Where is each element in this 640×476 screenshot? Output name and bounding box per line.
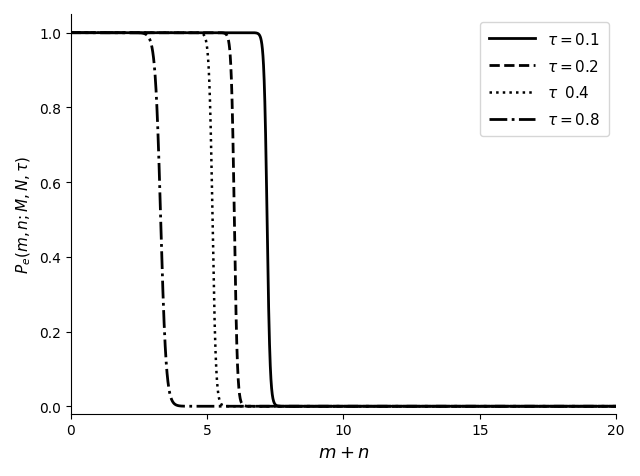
$\tau = 0.8$ (67, 31, 74, 37)
Line: $\tau = 0.2$: $\tau = 0.2$ (70, 34, 616, 407)
$\tau = 0.1$ (275, 403, 283, 409)
$\tau = 0.2$ (612, 404, 620, 409)
$\tau \;\; 0.4$ (515, 404, 523, 409)
$\tau = 0.1$ (612, 404, 620, 409)
Line: $\tau = 0.8$: $\tau = 0.8$ (70, 34, 616, 407)
$\tau = 0.8$ (275, 404, 283, 409)
Line: $\tau = 0.1$: $\tau = 0.1$ (70, 34, 616, 407)
$\tau \;\; 0.4$ (275, 404, 283, 409)
$\tau = 0.1$ (422, 404, 429, 409)
$\tau = 0.2$ (275, 404, 283, 409)
$\tau = 0.2$ (422, 404, 429, 409)
$\tau = 0.2$ (394, 404, 402, 409)
Line: $\tau \;\; 0.4$: $\tau \;\; 0.4$ (70, 34, 616, 407)
X-axis label: $m + n$: $m + n$ (317, 443, 369, 461)
$\tau \;\; 0.4$ (166, 31, 173, 37)
$\tau = 0.8$ (612, 404, 620, 409)
$\tau \;\; 0.4$ (67, 31, 74, 37)
$\tau \;\; 0.4$ (394, 404, 402, 409)
$\tau = 0.8$ (166, 391, 173, 397)
$\tau = 0.2$ (474, 404, 481, 409)
$\tau \;\; 0.4$ (612, 404, 620, 409)
$\tau = 0.2$ (515, 404, 523, 409)
$\tau = 0.1$ (515, 404, 523, 409)
$\tau = 0.8$ (515, 404, 523, 409)
$\tau = 0.8$ (422, 404, 429, 409)
Y-axis label: $P_e(m, n; M, N, \tau)$: $P_e(m, n; M, N, \tau)$ (15, 155, 33, 274)
$\tau = 0.2$ (67, 31, 74, 37)
$\tau = 0.8$ (394, 404, 402, 409)
$\tau \;\; 0.4$ (474, 404, 481, 409)
$\tau = 0.1$ (474, 404, 481, 409)
$\tau = 0.1$ (166, 31, 173, 37)
$\tau = 0.1$ (394, 404, 402, 409)
Legend: $\tau = 0.1$, $\tau = 0.2$, $\tau \;\; 0.4$, $\tau = 0.8$: $\tau = 0.1$, $\tau = 0.2$, $\tau \;\; 0… (479, 22, 609, 137)
$\tau \;\; 0.4$ (422, 404, 429, 409)
$\tau = 0.8$ (474, 404, 481, 409)
$\tau = 0.1$ (67, 31, 74, 37)
$\tau = 0.2$ (166, 31, 173, 37)
